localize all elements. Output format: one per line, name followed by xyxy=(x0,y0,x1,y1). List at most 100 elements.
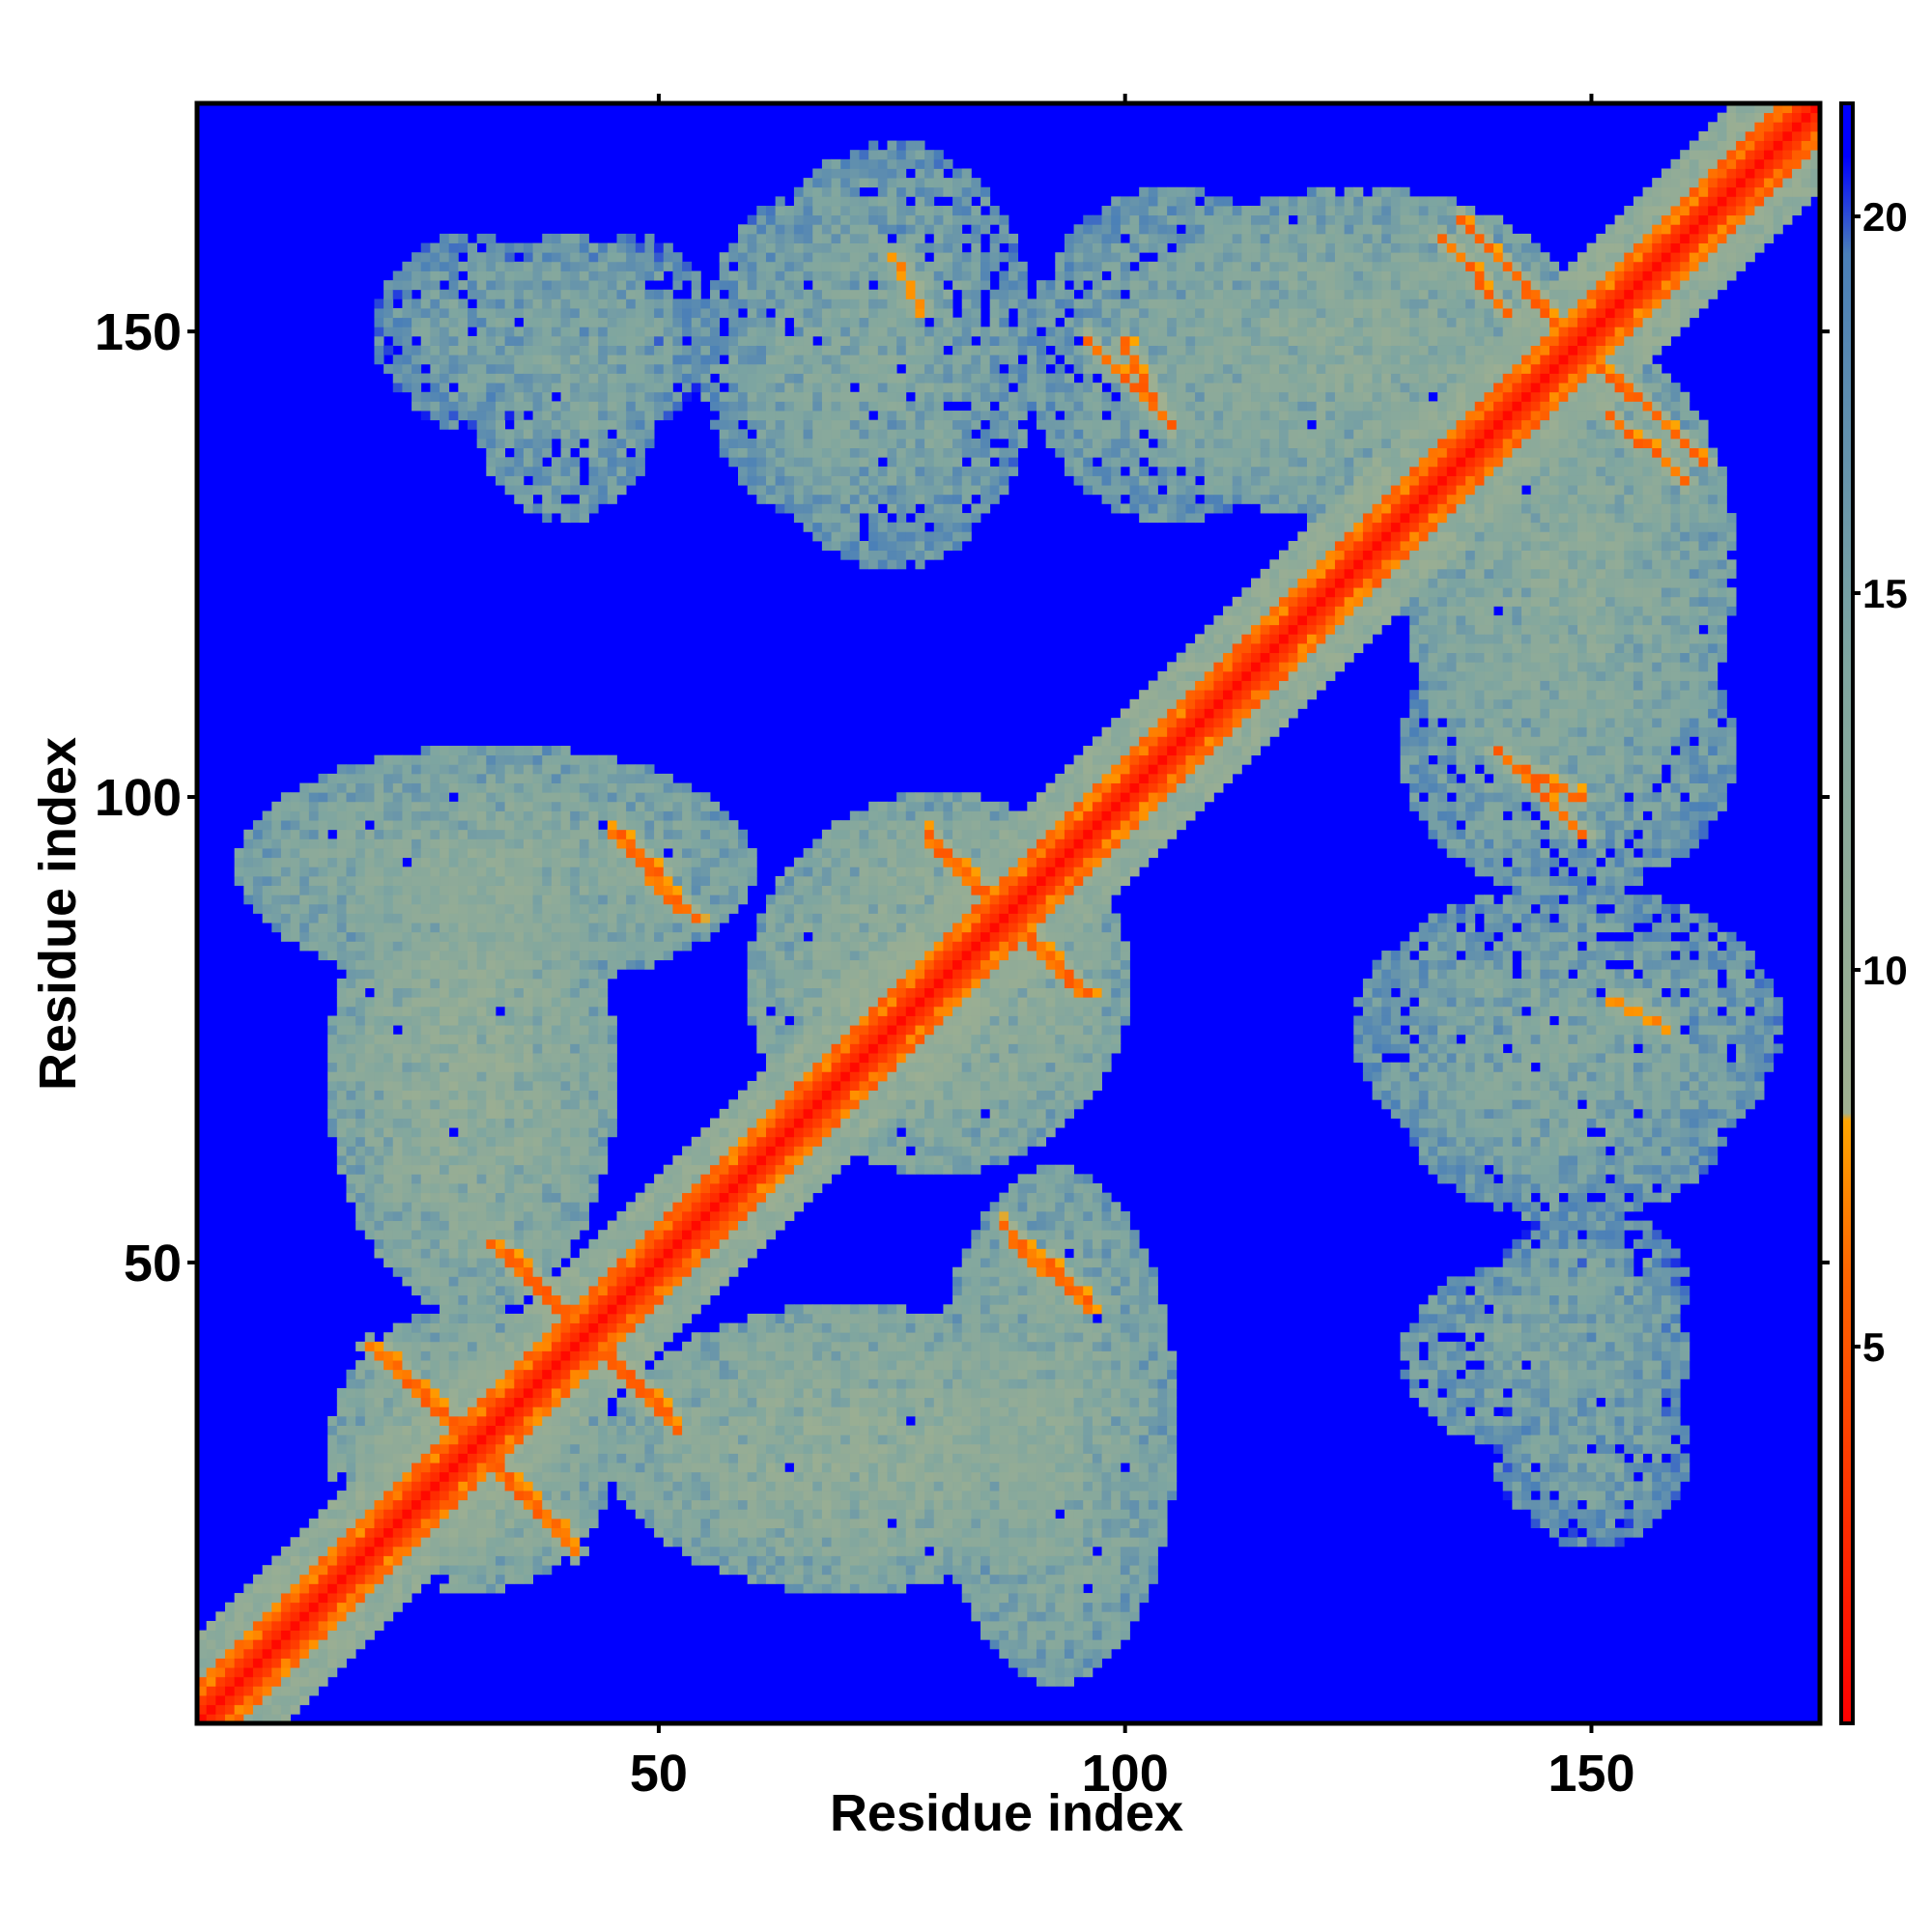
heatmap-cell xyxy=(710,1210,721,1221)
heatmap-cell xyxy=(747,1322,757,1333)
heatmap-cell xyxy=(700,355,711,365)
heatmap-cell xyxy=(663,1192,673,1203)
heatmap-cell xyxy=(355,1341,366,1351)
heatmap-cell xyxy=(476,335,487,346)
heatmap-cell xyxy=(355,1509,366,1520)
heatmap-cell xyxy=(644,1286,655,1296)
heatmap-cell xyxy=(542,1481,553,1492)
heatmap-cell xyxy=(412,1043,422,1054)
heatmap-cell xyxy=(504,1443,515,1454)
heatmap-cell xyxy=(440,1108,450,1119)
heatmap-cell xyxy=(364,1230,375,1240)
heatmap-cell xyxy=(402,1555,412,1566)
heatmap-cell xyxy=(318,1537,328,1548)
heatmap-cell xyxy=(551,335,561,346)
heatmap-cell xyxy=(402,1481,412,1492)
heatmap-cell xyxy=(420,801,431,811)
heatmap-cell xyxy=(514,1527,525,1538)
heatmap-cell xyxy=(523,438,533,449)
heatmap-cell xyxy=(775,1313,785,1323)
heatmap-cell xyxy=(616,895,627,905)
heatmap-cell xyxy=(654,327,665,337)
heatmap-cell xyxy=(626,466,637,476)
heatmap-cell xyxy=(542,1388,553,1399)
heatmap-cell xyxy=(616,327,627,337)
heatmap-cell xyxy=(486,951,497,961)
heatmap-cell xyxy=(719,1276,729,1287)
heatmap-cell xyxy=(468,1294,478,1305)
heatmap-cell xyxy=(364,903,375,914)
heatmap-cell xyxy=(626,1313,637,1323)
heatmap-cell xyxy=(682,1266,693,1277)
heatmap-cell xyxy=(551,923,561,933)
heatmap-cell xyxy=(616,429,627,440)
heatmap-cell xyxy=(588,1304,599,1315)
heatmap-cell xyxy=(542,1053,553,1064)
heatmap-cell xyxy=(420,1071,431,1082)
heatmap-cell xyxy=(384,1378,394,1389)
heatmap-cell xyxy=(747,270,757,281)
heatmap-cell xyxy=(710,391,721,402)
heatmap-cell xyxy=(588,1415,599,1426)
heatmap-cell xyxy=(355,1555,366,1566)
heatmap-cell xyxy=(458,754,469,765)
heatmap-cell xyxy=(560,875,571,886)
heatmap-cell xyxy=(607,1369,617,1379)
heatmap-cell xyxy=(308,1658,319,1668)
heatmap-cell xyxy=(299,1639,310,1650)
heatmap-cell xyxy=(532,969,543,980)
heatmap-cell xyxy=(458,1220,469,1231)
heatmap-cell xyxy=(635,1248,645,1259)
heatmap-cell xyxy=(420,1202,431,1212)
heatmap-cell xyxy=(616,335,627,346)
heatmap-cell xyxy=(468,1146,478,1156)
heatmap-cell xyxy=(448,1481,459,1492)
heatmap-cell xyxy=(430,355,440,365)
heatmap-cell xyxy=(542,1369,553,1379)
heatmap-cell xyxy=(635,895,645,905)
heatmap-cell xyxy=(551,913,561,923)
heatmap-cell xyxy=(560,1146,571,1156)
heatmap-cell xyxy=(626,335,637,346)
heatmap-cell xyxy=(495,429,506,440)
heatmap-cell xyxy=(430,1518,440,1529)
heatmap-cell xyxy=(532,1304,543,1315)
heatmap-cell xyxy=(598,978,609,989)
heatmap-cell xyxy=(476,959,487,970)
heatmap-cell xyxy=(355,1499,366,1510)
heatmap-cell xyxy=(384,1238,394,1249)
heatmap-cell xyxy=(756,261,767,271)
heatmap-cell xyxy=(271,867,282,877)
heatmap-cell xyxy=(336,838,347,849)
heatmap-cell xyxy=(430,1322,440,1333)
heatmap-cell xyxy=(747,1174,757,1184)
heatmap-cell xyxy=(570,1555,581,1566)
heatmap-cell xyxy=(672,1527,683,1538)
heatmap-cell xyxy=(364,1406,375,1417)
heatmap-cell xyxy=(523,252,533,263)
heatmap-cell xyxy=(514,1192,525,1203)
heatmap-cell xyxy=(542,1443,553,1454)
heatmap-cell xyxy=(458,1258,469,1268)
heatmap-cell xyxy=(579,810,589,821)
heatmap-cell xyxy=(542,1546,553,1556)
heatmap-cell xyxy=(579,1378,589,1389)
heatmap-cell xyxy=(682,867,693,877)
heatmap-cell xyxy=(607,327,617,337)
heatmap-cell xyxy=(514,754,525,765)
heatmap-cell xyxy=(392,764,403,775)
heatmap-cell xyxy=(523,792,533,803)
heatmap-cell xyxy=(756,327,767,337)
heatmap-cell xyxy=(579,1509,589,1520)
heatmap-cell xyxy=(598,1322,609,1333)
heatmap-cell xyxy=(765,1108,777,1119)
heatmap-cell xyxy=(747,1099,757,1110)
heatmap-cell xyxy=(318,951,328,961)
heatmap-cell xyxy=(570,1015,581,1026)
heatmap-cell xyxy=(412,1286,422,1296)
heatmap-cell xyxy=(495,1090,506,1100)
heatmap-cell xyxy=(476,848,487,859)
heatmap-cell xyxy=(476,1481,487,1492)
heatmap-cell xyxy=(775,1146,785,1156)
heatmap-cell xyxy=(504,373,515,384)
